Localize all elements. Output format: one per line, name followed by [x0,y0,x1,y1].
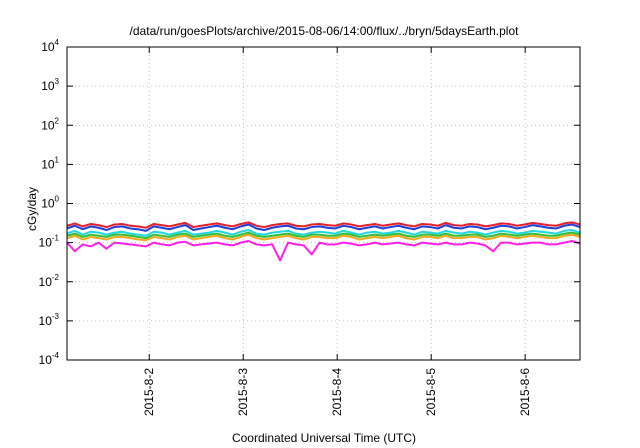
x-tick-label: 2015-8-6 [518,368,532,416]
series-line-5 [66,233,581,242]
y-tick-label: 101 [41,155,59,171]
series-line-1 [66,221,581,229]
series-group [66,221,581,262]
series-line-3 [66,229,581,237]
y-ticks: 10-4 10-3 10-2 10-1 100 101 102 103 104 [39,38,580,367]
y-axis-label: cGy/day [25,187,39,231]
y-tick-label: 102 [41,116,59,132]
grid-lines [67,47,580,360]
x-tick-label: 2015-8-5 [424,368,438,416]
x-tick-label: 2015-8-4 [330,368,344,416]
chart-title: /data/run/goesPlots/archive/2015-08-06/1… [130,24,520,38]
x-ticks: 2015-8-2 2015-8-3 2015-8-4 2015-8-5 2015-8-6 [142,47,532,416]
y-tick-label: 100 [41,195,59,211]
x-axis-label: Coordinated Universal Time (UTC) [232,431,416,445]
y-tick-label: 10-1 [39,234,60,250]
y-tick-label: 10-2 [39,273,60,289]
y-tick-label: 104 [41,38,59,54]
series-line-2 [66,223,581,232]
x-tick-label: 2015-8-2 [142,368,156,416]
series-line-4 [66,231,581,240]
series-line-6 [66,240,581,262]
y-tick-label: 103 [41,77,59,93]
y-tick-label: 10-4 [39,351,60,367]
y-tick-label: 10-3 [39,312,60,328]
x-tick-label: 2015-8-3 [236,368,250,416]
